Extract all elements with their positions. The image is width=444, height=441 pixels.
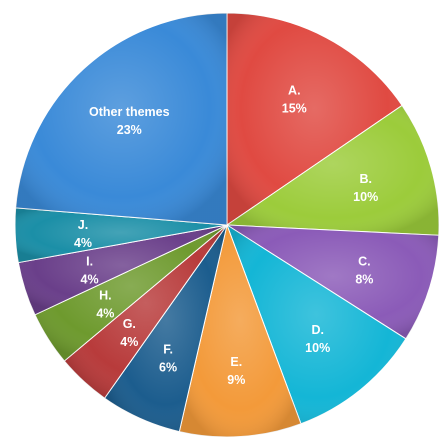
slice-name-label: D. bbox=[311, 323, 324, 337]
slice-name-label: J. bbox=[78, 218, 88, 232]
pie-slice-shading bbox=[227, 13, 403, 225]
pie-slice-shading bbox=[227, 225, 439, 339]
slice-value-label: 4% bbox=[96, 306, 114, 320]
pie-labels: A.15%B.10%C.8%D.10%E.9%F.6%G.4%H.4%I.4%J… bbox=[74, 84, 378, 387]
slice-name-label: G. bbox=[123, 317, 136, 331]
slice-name-label: C. bbox=[358, 255, 371, 269]
pie-slice-shading bbox=[34, 225, 227, 361]
slice-name-label: B. bbox=[359, 172, 372, 186]
slice-name-label: E. bbox=[230, 355, 242, 369]
pie-slices bbox=[14, 12, 440, 438]
slice-value-label: 6% bbox=[159, 361, 177, 375]
slice-value-label: 4% bbox=[120, 335, 138, 349]
slice-value-label: 4% bbox=[81, 273, 99, 287]
pie-slice-shading bbox=[64, 225, 227, 399]
pie-slice-shading bbox=[18, 225, 227, 315]
slice-name-label: I. bbox=[86, 255, 93, 269]
pie-slice-shading bbox=[227, 105, 440, 236]
slice-name-label: F. bbox=[163, 343, 173, 357]
slice-name-label: H. bbox=[99, 288, 112, 302]
slice-value-label: 9% bbox=[227, 373, 245, 387]
slice-value-label: 8% bbox=[355, 273, 373, 287]
slice-value-label: 23% bbox=[117, 123, 142, 137]
pie-slice-shading bbox=[104, 225, 227, 432]
slice-name-label: Other themes bbox=[89, 105, 170, 119]
slice-value-label: 10% bbox=[305, 341, 330, 355]
slice-name-label: A. bbox=[288, 84, 301, 98]
pie-slice-shading bbox=[179, 225, 301, 438]
slice-value-label: 15% bbox=[282, 102, 307, 116]
slice-value-label: 4% bbox=[74, 236, 92, 250]
slice-value-label: 10% bbox=[353, 190, 378, 204]
pie-slice-shading bbox=[14, 207, 227, 263]
pie-slice-shading bbox=[227, 225, 406, 424]
pie-slice-shading bbox=[15, 12, 227, 225]
